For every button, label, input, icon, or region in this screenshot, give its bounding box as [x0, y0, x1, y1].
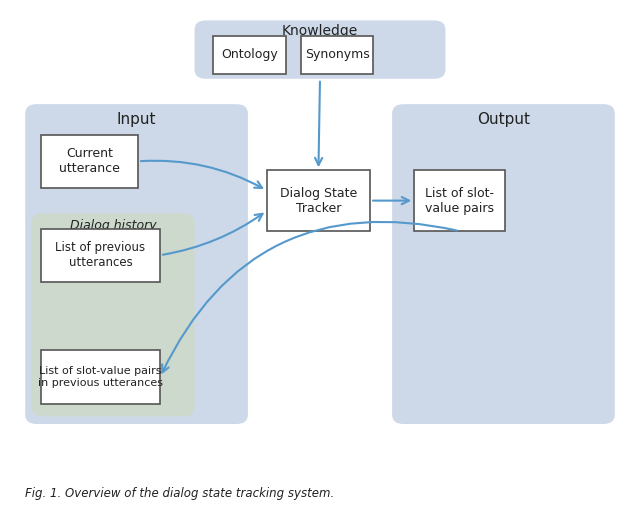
Text: Synonyms: Synonyms [305, 48, 370, 61]
FancyBboxPatch shape [392, 104, 615, 424]
Text: Fig. 1. Overview of the dialog state tracking system.: Fig. 1. Overview of the dialog state tra… [25, 487, 335, 500]
Text: Ontology: Ontology [221, 48, 278, 61]
Bar [213, 36, 285, 74]
Text: Knowledge: Knowledge [282, 24, 358, 38]
Bar [41, 135, 138, 188]
Text: List of slot-
value pairs: List of slot- value pairs [425, 186, 494, 214]
Bar [267, 170, 370, 231]
Bar [414, 170, 505, 231]
Text: Dialog history: Dialog history [70, 220, 156, 233]
FancyBboxPatch shape [25, 104, 248, 424]
Text: Input: Input [116, 112, 156, 127]
Bar [41, 350, 160, 404]
Text: Dialog State
Tracker: Dialog State Tracker [280, 186, 357, 214]
FancyBboxPatch shape [195, 20, 445, 79]
Text: List of slot-value pairs
in previous utterances: List of slot-value pairs in previous utt… [38, 366, 163, 388]
FancyBboxPatch shape [31, 213, 195, 416]
Text: Current
utterance: Current utterance [59, 147, 120, 175]
Bar [301, 36, 373, 74]
Text: Output: Output [477, 112, 530, 127]
Bar [41, 228, 160, 282]
Text: List of previous
utterances: List of previous utterances [56, 241, 145, 269]
